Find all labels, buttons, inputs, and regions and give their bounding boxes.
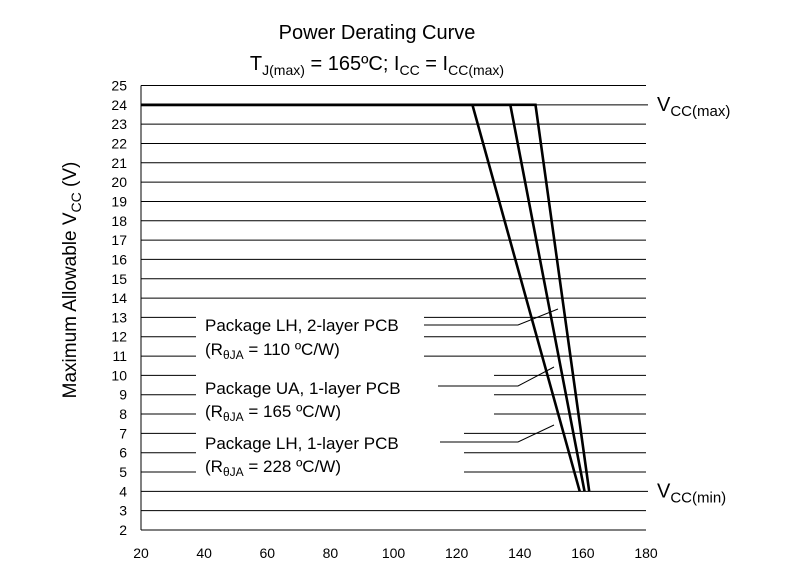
y-tick-label: 7 [119, 425, 127, 441]
series-detail-1: (RθJA = 110 ºC/W) [205, 340, 340, 362]
x-tick-label: 80 [323, 545, 339, 561]
y-tick-label: 19 [111, 193, 127, 209]
y-tick-label: 9 [119, 387, 127, 403]
x-tick-label: 40 [196, 545, 212, 561]
reference-label-1: VCC(max) [657, 94, 730, 120]
y-tick-label: 11 [112, 348, 127, 364]
x-tick-label: 140 [508, 545, 532, 561]
series-label-3: Package LH, 1-layer PCB [205, 434, 399, 453]
x-tick-label: 60 [259, 545, 275, 561]
y-tick-label: 3 [119, 503, 127, 519]
y-tick-label: 10 [111, 367, 127, 383]
y-tick-label: 17 [111, 232, 127, 248]
leader-line-2 [438, 366, 555, 387]
series-detail-3: (RθJA = 228 ºC/W) [205, 457, 341, 479]
y-tick-label: 6 [119, 445, 127, 461]
reference-labels: VCC(max) VCC(min) [657, 94, 730, 507]
series-curves [141, 103, 591, 492]
x-tick-labels: 20 40 60 80 100 120 140 160 180 [133, 545, 658, 561]
leader-line-3 [440, 424, 555, 443]
chart-title: Power Derating Curve [279, 22, 476, 44]
series-detail-2: (RθJA = 165 ºC/W) [205, 402, 341, 424]
y-tick-label: 18 [111, 213, 127, 229]
y-tick-label: 15 [111, 271, 127, 287]
y-tick-label: 4 [119, 483, 127, 499]
y-tick-label: 21 [111, 155, 127, 171]
y-tick-label: 22 [111, 135, 127, 151]
y-tick-label: 16 [111, 251, 127, 267]
x-tick-label: 160 [571, 545, 595, 561]
series-line-3 [141, 103, 581, 492]
series-label-2: Package UA, 1-layer PCB [205, 379, 401, 398]
x-tick-label: 100 [382, 545, 406, 561]
x-tick-label: 180 [634, 545, 658, 561]
x-tick-label: 120 [445, 545, 469, 561]
y-tick-label: 25 [111, 78, 127, 94]
x-tick-label: 20 [133, 545, 149, 561]
series-label-1: Package LH, 2-layer PCB [205, 316, 399, 335]
y-tick-label: 8 [119, 406, 127, 422]
y-axis-label: Maximum Allowable VCC (V) [60, 162, 84, 399]
y-tick-label: 24 [111, 97, 127, 113]
y-tick-label: 12 [111, 329, 127, 345]
y-tick-label: 5 [119, 464, 127, 480]
y-tick-label: 20 [111, 174, 127, 190]
series-annotations: Package LH, 2-layer PCB (RθJA = 110 ºC/W)… [205, 316, 401, 479]
y-tick-label: 13 [111, 309, 127, 325]
reference-label-2: VCC(min) [657, 480, 726, 506]
y-tick-label: 2 [119, 522, 127, 538]
leader-line-1 [424, 308, 559, 326]
legend-leaders [424, 308, 559, 443]
y-tick-label: 14 [111, 290, 127, 306]
y-tick-label: 23 [111, 116, 127, 132]
chart-subtitle: TJ(max) = 165ºC; ICC = ICC(max) [250, 53, 504, 78]
